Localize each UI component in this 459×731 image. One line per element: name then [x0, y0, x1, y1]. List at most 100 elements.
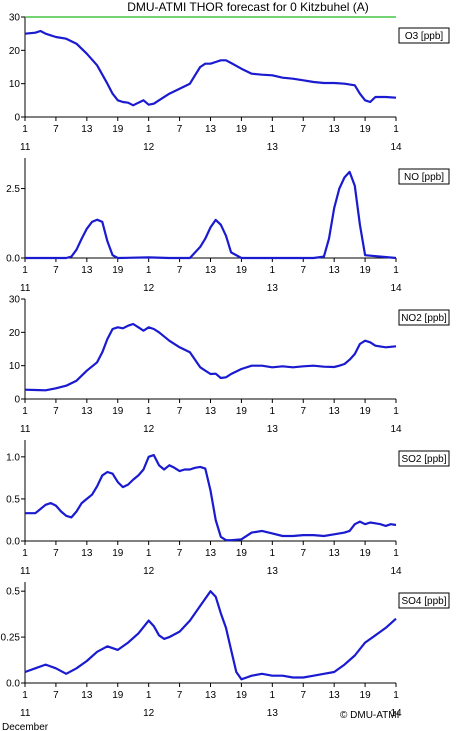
x-tick-label: 1 [270, 406, 276, 417]
x-tick-label: 13 [205, 548, 217, 559]
x-tick-label: 7 [177, 124, 183, 135]
x-tick-label: 1 [146, 124, 152, 135]
x-tick-label: 19 [112, 265, 124, 276]
copyright-label: © DMU-ATMI [340, 710, 399, 721]
legend-label: SO2 [ppb] [401, 454, 446, 465]
x-tick-label: 7 [177, 548, 183, 559]
y-tick-label: 2.5 [6, 184, 20, 195]
x-tick-label: 1 [393, 548, 399, 559]
y-tick-label: 0 [14, 113, 20, 124]
x-tick-label: 1 [393, 406, 399, 417]
x-tick-label: 7 [53, 406, 59, 417]
x-day-label: 12 [143, 708, 155, 719]
x-tick-label: 19 [236, 406, 248, 417]
x-tick-label: 19 [236, 690, 248, 701]
x-tick-label: 7 [300, 124, 306, 135]
legend-label: NO2 [ppb] [401, 313, 447, 324]
x-tick-label: 13 [205, 690, 217, 701]
y-tick-label: 0.0 [6, 679, 20, 690]
x-day-label: 11 [20, 566, 31, 577]
x-tick-label: 19 [360, 265, 372, 276]
x-tick-label: 13 [81, 124, 93, 135]
y-tick-label: 30 [9, 13, 21, 24]
panel-3: 0.00.51.01 7 13 19 1 7 13 19 1 7 13 19 111 12 13 14SO2 … [6, 440, 450, 577]
x-day-label: 14 [390, 708, 402, 719]
y-tick-label: 0.5 [6, 587, 20, 598]
x-day-label: 11 [20, 142, 31, 153]
x-tick-label: 13 [329, 690, 341, 701]
x-day-label: 11 [20, 283, 31, 294]
y-tick-label: 10 [9, 79, 21, 90]
x-tick-label: 19 [112, 548, 124, 559]
series-line [24, 322, 397, 392]
x-tick-label: 1 [393, 265, 399, 276]
x-day-label: 13 [267, 708, 279, 719]
x-tick-label: 19 [360, 548, 372, 559]
y-tick-label: 0 [14, 395, 20, 406]
x-tick-label: 19 [360, 406, 372, 417]
x-day-label: 12 [143, 142, 155, 153]
x-tick-label: 13 [329, 548, 341, 559]
panel-4: 0.00.250.51 7 13 19 1 7 13 19 1 7 13 19 111 12 13 14SO4… [1, 582, 450, 719]
y-tick-label: 10 [9, 361, 21, 372]
legend-box [398, 450, 450, 467]
x-tick-label: 7 [177, 690, 183, 701]
legend-box [398, 309, 450, 326]
x-tick-label: 1 [22, 265, 28, 276]
y-tick-label: 20 [9, 46, 21, 57]
x-tick-label: 1 [146, 548, 152, 559]
x-tick-label: 19 [236, 265, 248, 276]
legend-label: O3 [ppb] [405, 31, 444, 42]
x-day-label: 13 [267, 566, 279, 577]
x-tick-label: 1 [22, 406, 28, 417]
y-tick-label: 0.0 [6, 254, 20, 265]
x-tick-label: 1 [22, 690, 28, 701]
x-day-label: 12 [143, 283, 155, 294]
series-line [25, 170, 397, 260]
x-tick-label: 13 [329, 406, 341, 417]
x-day-label: 14 [390, 424, 402, 435]
y-tick-label: 0.0 [6, 537, 20, 548]
x-day-label: 11 [20, 708, 31, 719]
x-tick-label: 7 [300, 548, 306, 559]
y-tick-label: 20 [9, 328, 21, 339]
x-tick-label: 19 [112, 124, 124, 135]
x-tick-label: 1 [146, 690, 152, 701]
x-tick-label: 13 [205, 124, 217, 135]
x-tick-label: 7 [300, 265, 306, 276]
x-day-label: 14 [390, 142, 402, 153]
x-tick-label: 1 [393, 124, 399, 135]
x-day-label: 13 [267, 424, 279, 435]
series-line [24, 29, 397, 107]
x-tick-label: 1 [393, 690, 399, 701]
x-tick-label: 13 [329, 124, 341, 135]
x-tick-label: 7 [53, 124, 59, 135]
x-day-label: 14 [390, 283, 402, 294]
legend-label: NO [ppb] [404, 172, 444, 183]
x-tick-label: 13 [205, 265, 217, 276]
x-tick-label: 13 [81, 548, 93, 559]
y-tick-label: 30 [9, 295, 21, 306]
legend-box [398, 27, 450, 44]
x-tick-label: 19 [360, 124, 372, 135]
x-tick-label: 1 [270, 265, 276, 276]
legend-box [398, 592, 450, 609]
series-line [24, 590, 397, 681]
x-tick-label: 1 [22, 124, 28, 135]
x-tick-label: 1 [270, 124, 276, 135]
y-tick-label: 0.25 [1, 633, 21, 644]
x-day-label: 14 [390, 566, 402, 577]
x-day-label: 11 [20, 424, 31, 435]
x-tick-label: 7 [53, 548, 59, 559]
chart-title: DMU-ATMI THOR forecast for 0 Kitzbuhel (… [127, 0, 369, 14]
x-tick-label: 13 [329, 265, 341, 276]
x-tick-label: 19 [112, 690, 124, 701]
x-day-label: 12 [143, 424, 155, 435]
x-tick-label: 1 [270, 548, 276, 559]
x-tick-label: 13 [205, 406, 217, 417]
month-label: December [2, 722, 49, 731]
x-tick-label: 7 [53, 265, 59, 276]
